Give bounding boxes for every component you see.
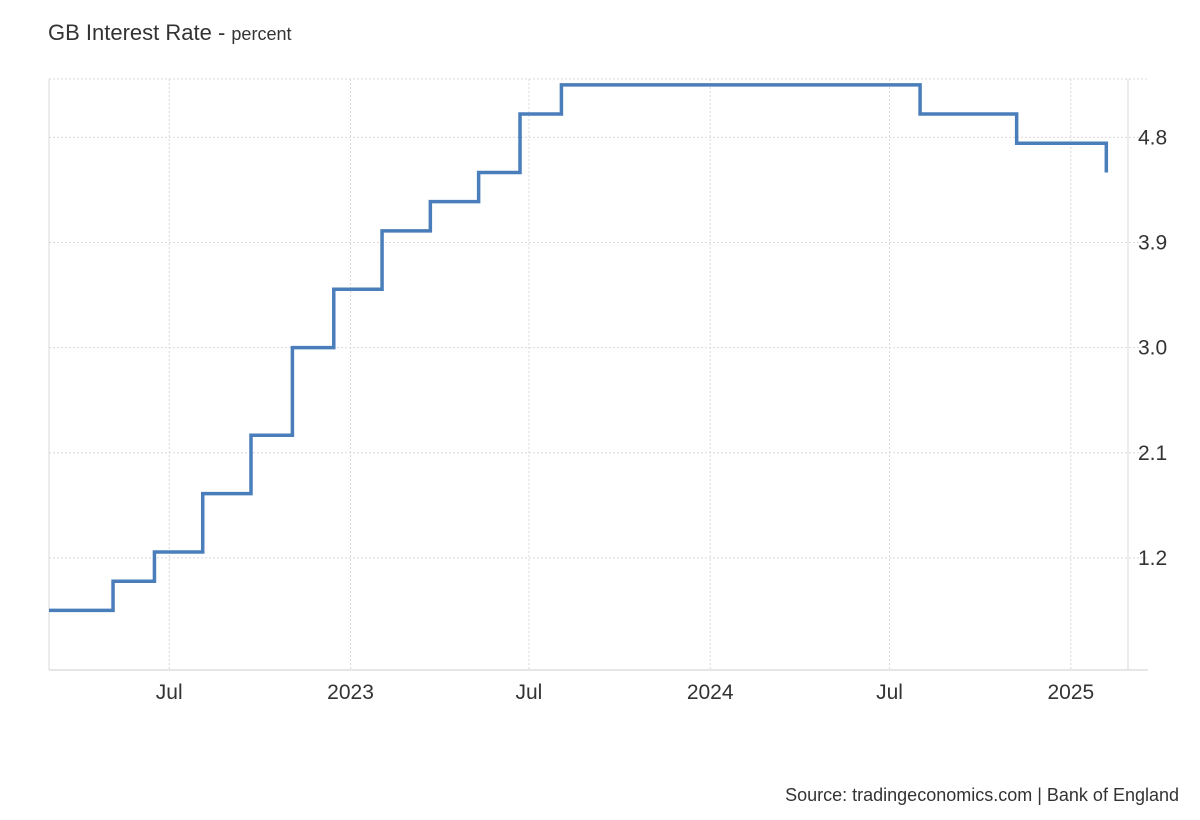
y-tick-label: 1.2 [1138, 547, 1167, 570]
x-tick-label: 2024 [687, 681, 734, 704]
y-tick-label: 4.8 [1138, 126, 1167, 149]
rate-series-line [49, 83, 1109, 613]
chart-title-text: GB Interest Rate [48, 20, 212, 45]
x-tick-label: Jul [156, 681, 183, 704]
x-tick-label: Jul [876, 681, 903, 704]
chart-unit: percent [231, 24, 292, 44]
x-tick-label: 2023 [327, 681, 374, 704]
y-tick-label: 3.0 [1138, 337, 1167, 360]
x-tick-label: Jul [515, 681, 542, 704]
chart-title: GB Interest Rate - percent [48, 20, 292, 45]
x-tick-label: 2025 [1047, 681, 1094, 704]
chart-source: Source: tradingeconomics.com | Bank of E… [785, 785, 1179, 805]
y-tick-label: 3.9 [1138, 232, 1167, 255]
y-tick-label: 2.1 [1138, 442, 1167, 465]
